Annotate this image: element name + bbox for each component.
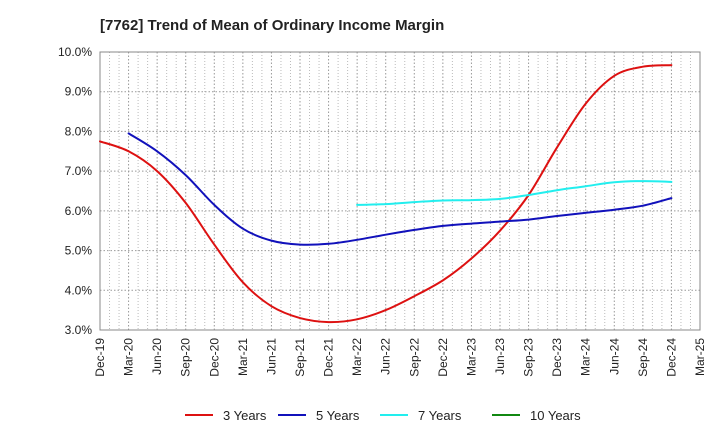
x-tick-label: Sep-23 xyxy=(522,338,536,377)
legend-label: 5 Years xyxy=(316,408,360,423)
x-tick-label: Dec-21 xyxy=(322,338,336,377)
x-tick-label: Sep-24 xyxy=(636,338,650,377)
y-tick-label: 5.0% xyxy=(65,244,93,258)
x-tick-label: Jun-20 xyxy=(150,338,164,375)
grid xyxy=(100,52,700,330)
x-tick-label: Jun-24 xyxy=(607,338,621,375)
x-tick-label: Mar-21 xyxy=(236,338,250,376)
y-tick-label: 10.0% xyxy=(58,45,92,59)
x-axis: Dec-19 Mar-20 Jun-20 Sep-20 Dec-20 Mar-21 Jun-… xyxy=(93,338,707,377)
x-tick-label: Mar-23 xyxy=(464,338,478,376)
y-tick-label: 7.0% xyxy=(65,164,93,178)
x-tick-label: Jun-21 xyxy=(264,338,278,375)
legend: 3 Years 5 Years 7 Years 10 Years xyxy=(185,408,581,423)
x-tick-label: Dec-22 xyxy=(436,338,450,377)
series-line-3-years xyxy=(99,64,673,324)
series-lines xyxy=(99,64,673,324)
y-tick-label: 8.0% xyxy=(65,124,93,138)
x-tick-label: Mar-20 xyxy=(122,338,136,376)
x-tick-label: Mar-24 xyxy=(579,338,593,376)
y-axis: 3.0% 4.0% 5.0% 6.0% 7.0% 8.0% 9.0% 10.0% xyxy=(58,45,92,337)
x-tick-label: Jun-22 xyxy=(379,338,393,375)
x-tick-label: Mar-25 xyxy=(693,338,707,376)
x-tick-label: Dec-20 xyxy=(207,338,221,377)
x-tick-label: Dec-23 xyxy=(550,338,564,377)
legend-label: 10 Years xyxy=(530,408,581,423)
y-tick-label: 3.0% xyxy=(65,323,93,337)
y-tick-label: 4.0% xyxy=(65,283,93,297)
x-tick-label: Dec-19 xyxy=(93,338,107,377)
x-tick-label: Mar-22 xyxy=(350,338,364,376)
plot-area xyxy=(99,51,701,331)
y-tick-label: 6.0% xyxy=(65,204,93,218)
series-line-5-years xyxy=(127,132,673,246)
x-tick-label: Jun-23 xyxy=(493,338,507,375)
legend-label: 7 Years xyxy=(418,408,462,423)
x-tick-label: Sep-20 xyxy=(179,338,193,377)
legend-label: 3 Years xyxy=(223,408,267,423)
chart-title: [7762] Trend of Mean of Ordinary Income … xyxy=(100,17,444,34)
x-tick-label: Dec-24 xyxy=(664,338,678,377)
y-tick-label: 9.0% xyxy=(65,85,93,99)
x-tick-label: Sep-21 xyxy=(293,338,307,377)
series-line-7-years xyxy=(356,180,673,206)
x-tick-label: Sep-22 xyxy=(407,338,421,377)
